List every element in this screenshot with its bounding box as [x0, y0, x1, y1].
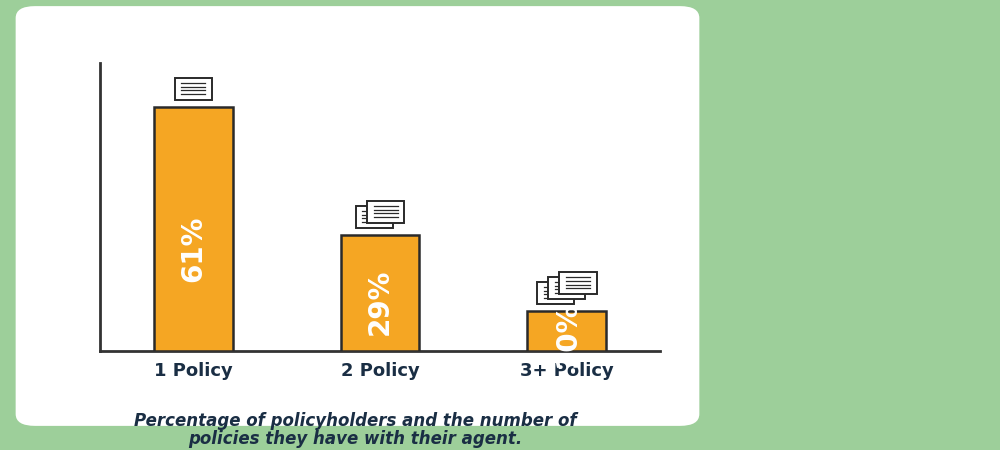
Text: 61%: 61%	[179, 216, 207, 282]
FancyBboxPatch shape	[175, 78, 212, 100]
Text: policies they have with their agent.: policies they have with their agent.	[188, 430, 522, 448]
FancyBboxPatch shape	[548, 277, 585, 299]
Bar	[154, 107, 233, 351]
FancyBboxPatch shape	[356, 206, 393, 228]
Text: Percentage of policyholders and the number of: Percentage of policyholders and the numb…	[134, 412, 576, 430]
FancyBboxPatch shape	[559, 272, 597, 294]
FancyBboxPatch shape	[537, 282, 574, 304]
Bar	[527, 311, 606, 351]
FancyBboxPatch shape	[367, 201, 404, 223]
FancyBboxPatch shape	[16, 6, 699, 426]
Text: 29%: 29%	[366, 269, 394, 335]
Text: 10%: 10%	[553, 301, 581, 367]
Bar	[341, 235, 419, 351]
